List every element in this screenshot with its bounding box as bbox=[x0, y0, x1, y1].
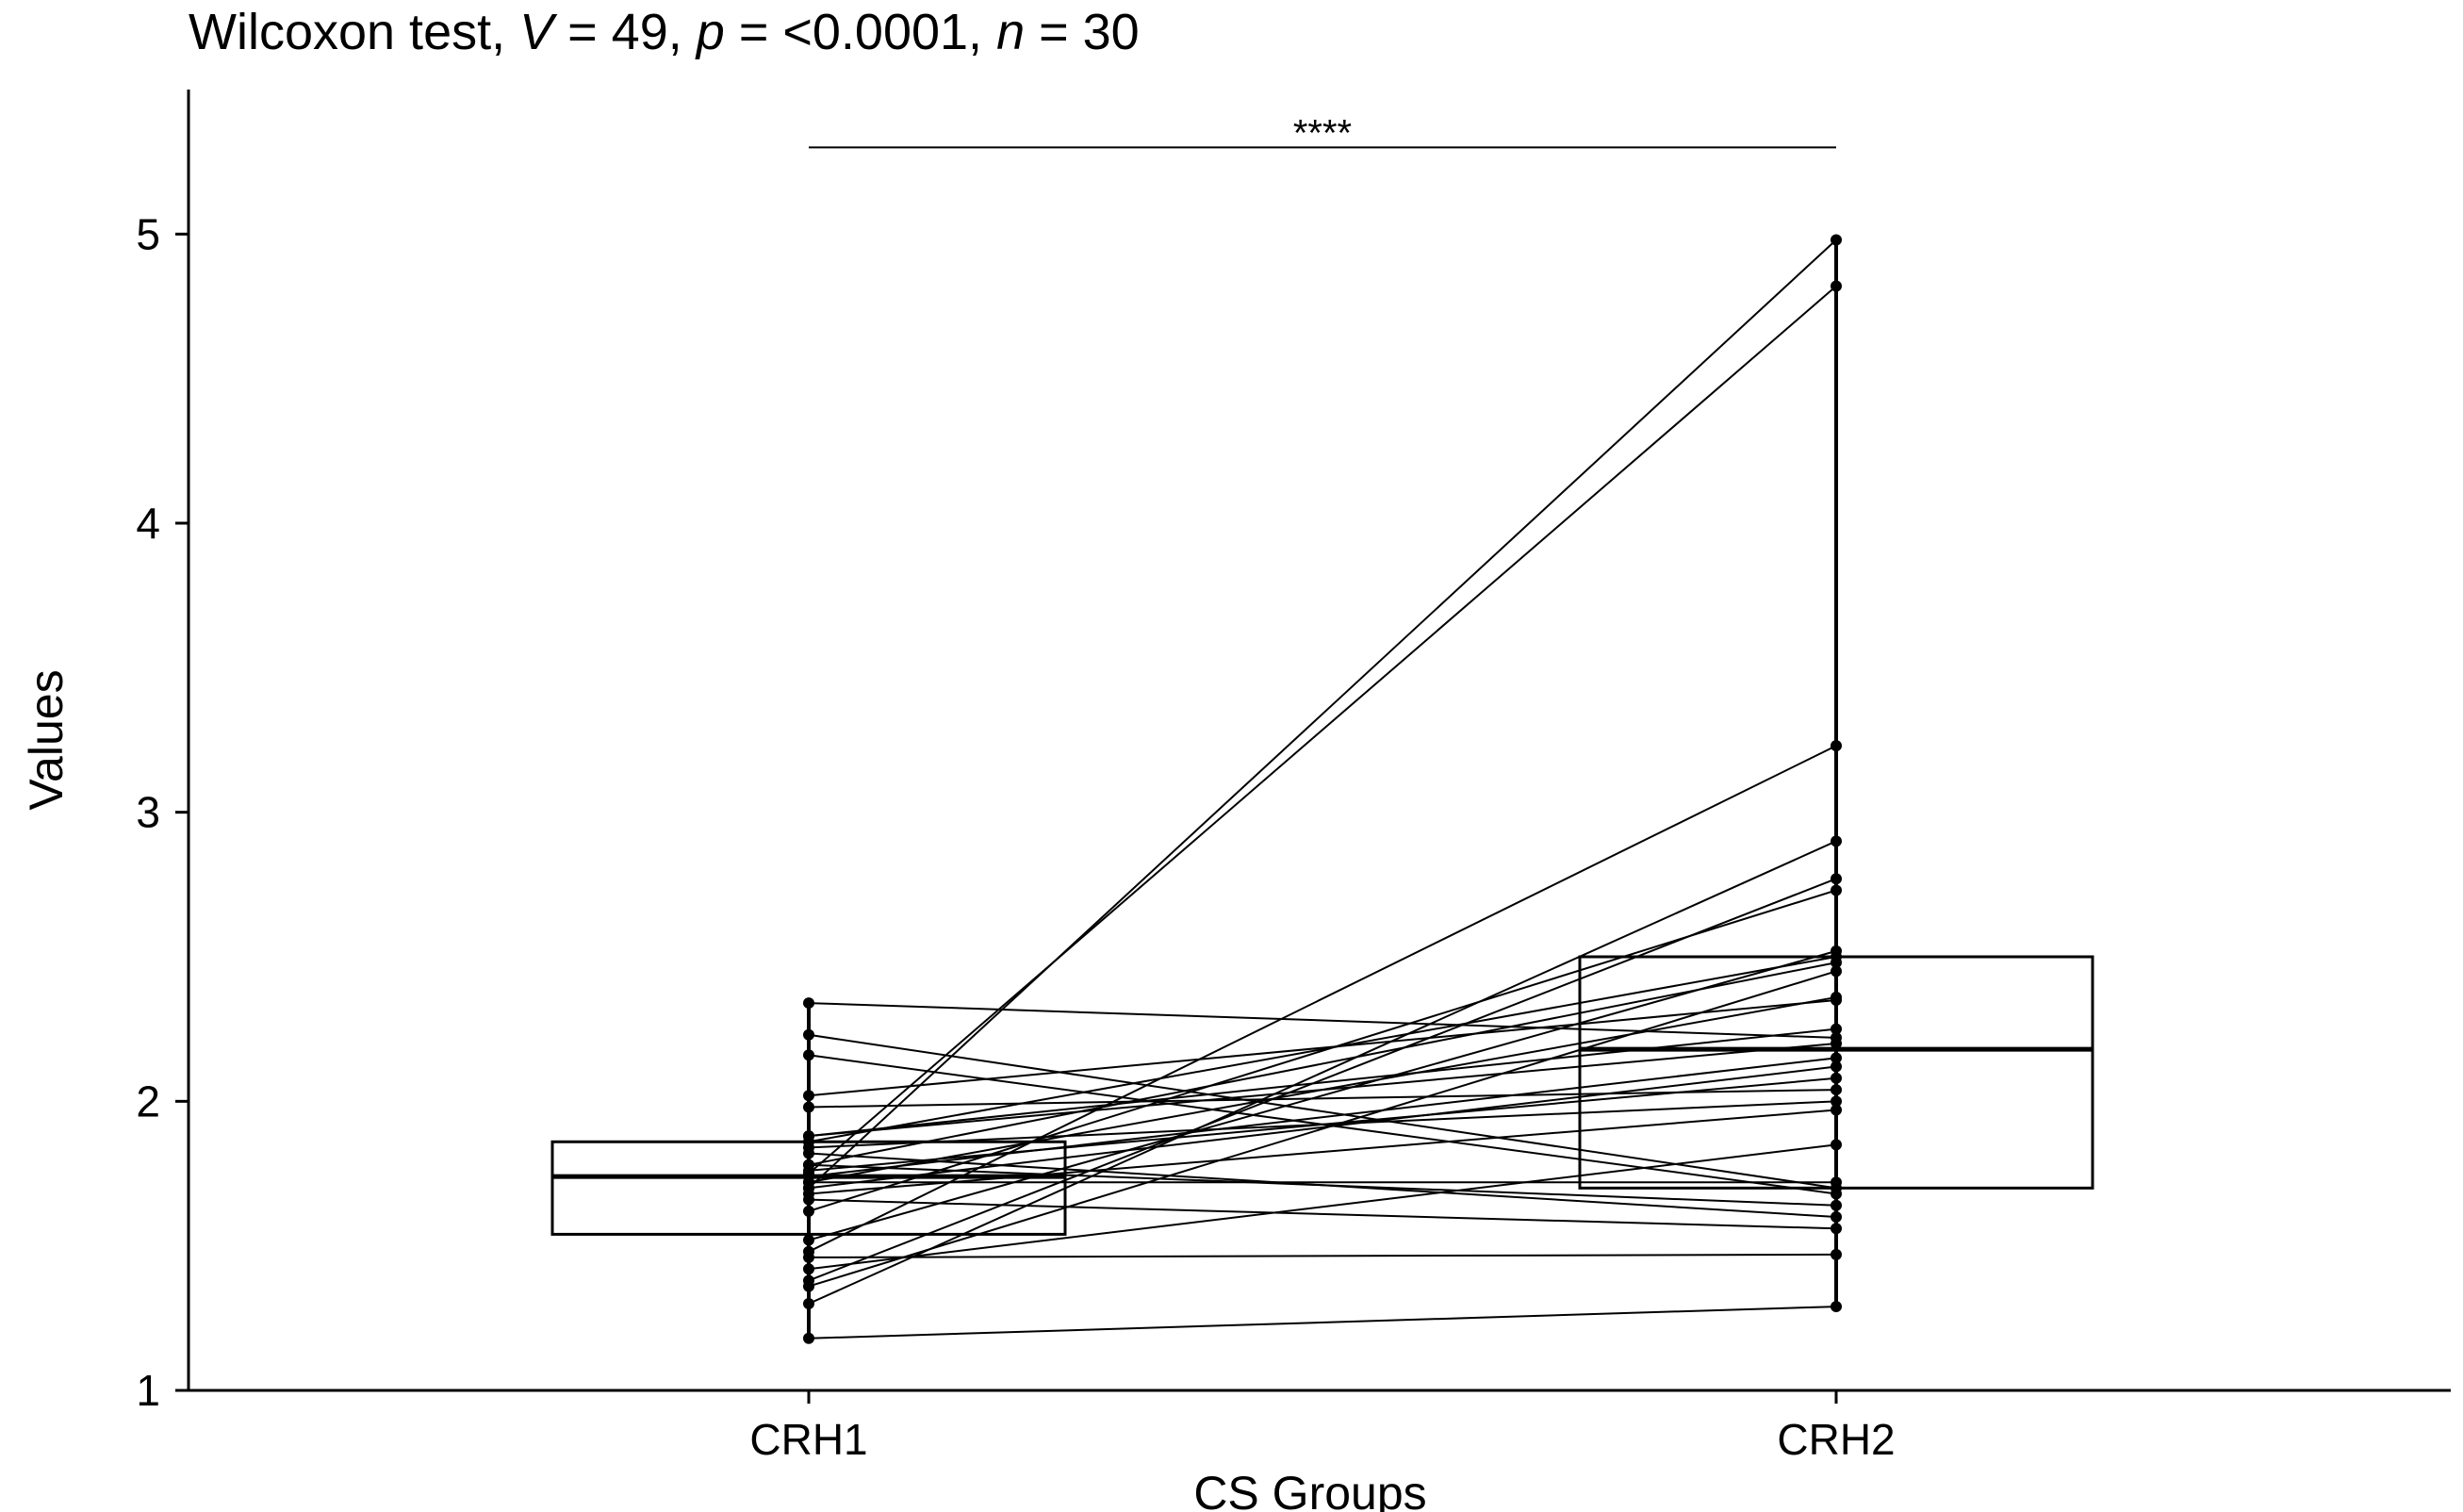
x-axis-ticks: CRH1 CRH2 bbox=[749, 1390, 1896, 1464]
point-crh2 bbox=[1831, 1038, 1842, 1049]
point-crh2 bbox=[1831, 740, 1842, 752]
point-crh2 bbox=[1831, 957, 1842, 969]
point-crh1 bbox=[803, 1176, 814, 1189]
point-crh1 bbox=[803, 1130, 814, 1142]
x-axis-title: CS Groups bbox=[1193, 1467, 1426, 1512]
axes: 1 2 3 4 5 CRH1 CRH2 bbox=[136, 90, 2451, 1464]
point-crh2 bbox=[1831, 1072, 1842, 1084]
point-crh2 bbox=[1831, 1211, 1842, 1223]
pair-line bbox=[808, 1027, 1837, 1138]
pair-line bbox=[808, 1109, 1837, 1195]
title-part-6: = 30 bbox=[1025, 4, 1140, 60]
data-points bbox=[803, 234, 1842, 1344]
pair-line bbox=[808, 1253, 1837, 1258]
point-crh2 bbox=[1831, 1223, 1842, 1235]
point-crh2 bbox=[1831, 1248, 1842, 1260]
y-tick-label: 3 bbox=[136, 788, 160, 837]
pair-line bbox=[808, 1057, 1837, 1178]
pair-line bbox=[808, 1089, 1837, 1109]
point-crh2 bbox=[1831, 873, 1842, 885]
point-crh1 bbox=[803, 1147, 814, 1159]
point-crh1 bbox=[803, 1251, 814, 1263]
point-crh2 bbox=[1831, 1139, 1842, 1151]
point-crh1 bbox=[803, 1101, 814, 1113]
point-crh1 bbox=[803, 1159, 814, 1171]
point-crh1 bbox=[803, 1028, 814, 1041]
chart-title: Wilcoxon test, V = 49, p = <0.0001, n = … bbox=[189, 4, 1140, 60]
point-crh2 bbox=[1831, 1052, 1842, 1064]
pair-line bbox=[808, 956, 1837, 1143]
point-crh2 bbox=[1831, 1095, 1842, 1108]
point-crh2 bbox=[1831, 234, 1842, 246]
point-crh2 bbox=[1831, 884, 1842, 896]
x-tick-label: CRH1 bbox=[749, 1415, 867, 1464]
point-crh1 bbox=[803, 1298, 814, 1309]
pair-line bbox=[808, 1002, 1837, 1039]
point-crh2 bbox=[1831, 1084, 1842, 1096]
point-crh1 bbox=[803, 997, 814, 1010]
point-crh1 bbox=[803, 1234, 814, 1246]
point-crh1 bbox=[803, 1193, 814, 1206]
point-crh2 bbox=[1831, 1060, 1842, 1073]
significance-label: **** bbox=[1293, 112, 1352, 154]
pair-line bbox=[808, 889, 1837, 1212]
pair-line bbox=[808, 1152, 1837, 1218]
point-crh2 bbox=[1831, 1104, 1842, 1116]
pair-line bbox=[808, 970, 1837, 1288]
point-crh2 bbox=[1831, 1188, 1842, 1200]
point-crh1 bbox=[803, 1090, 814, 1102]
pair-line bbox=[808, 238, 1837, 1190]
pair-line bbox=[808, 961, 1837, 1166]
pair-line bbox=[808, 1033, 1837, 1190]
point-crh2 bbox=[1831, 1199, 1842, 1211]
y-tick-label: 4 bbox=[136, 499, 160, 548]
point-crh1 bbox=[803, 1280, 814, 1292]
point-crh2 bbox=[1831, 991, 1842, 1003]
title-part-0: Wilcoxon test, bbox=[189, 4, 519, 60]
point-crh2 bbox=[1831, 1023, 1842, 1035]
significance-annotation: **** bbox=[809, 112, 1836, 154]
point-crh1 bbox=[803, 1263, 814, 1275]
pair-line bbox=[808, 1143, 1837, 1271]
point-crh1 bbox=[803, 1049, 814, 1061]
title-part-5: n bbox=[996, 4, 1025, 60]
point-crh2 bbox=[1831, 835, 1842, 847]
paired-lines bbox=[807, 238, 1838, 1339]
pair-line bbox=[808, 949, 1837, 1241]
x-tick-label: CRH2 bbox=[1777, 1415, 1895, 1464]
y-tick-label: 2 bbox=[136, 1076, 160, 1126]
pair-line bbox=[808, 285, 1837, 1175]
point-crh1 bbox=[803, 1205, 814, 1217]
pair-line bbox=[808, 1198, 1837, 1230]
title-part-1: V bbox=[519, 4, 558, 60]
title-part-3: p bbox=[695, 4, 725, 60]
point-crh2 bbox=[1831, 280, 1842, 292]
y-axis-title: Values bbox=[20, 669, 73, 810]
y-axis-ticks: 1 2 3 4 5 bbox=[136, 209, 189, 1415]
pair-line bbox=[808, 1065, 1837, 1190]
pair-line bbox=[808, 999, 1837, 1097]
plot-area bbox=[550, 234, 2094, 1344]
pair-line bbox=[808, 1054, 1837, 1195]
pair-line bbox=[808, 878, 1837, 1282]
point-crh2 bbox=[1831, 965, 1842, 978]
y-tick-label: 1 bbox=[136, 1366, 160, 1415]
pair-line bbox=[808, 840, 1837, 1305]
pair-line bbox=[808, 1043, 1837, 1138]
point-crh2 bbox=[1831, 1301, 1842, 1313]
point-crh1 bbox=[803, 1332, 814, 1344]
y-tick-label: 5 bbox=[136, 209, 160, 258]
title-part-2: = 49, bbox=[553, 4, 697, 60]
title-part-4: = <0.0001, bbox=[725, 4, 996, 60]
pair-line bbox=[808, 1306, 1837, 1339]
